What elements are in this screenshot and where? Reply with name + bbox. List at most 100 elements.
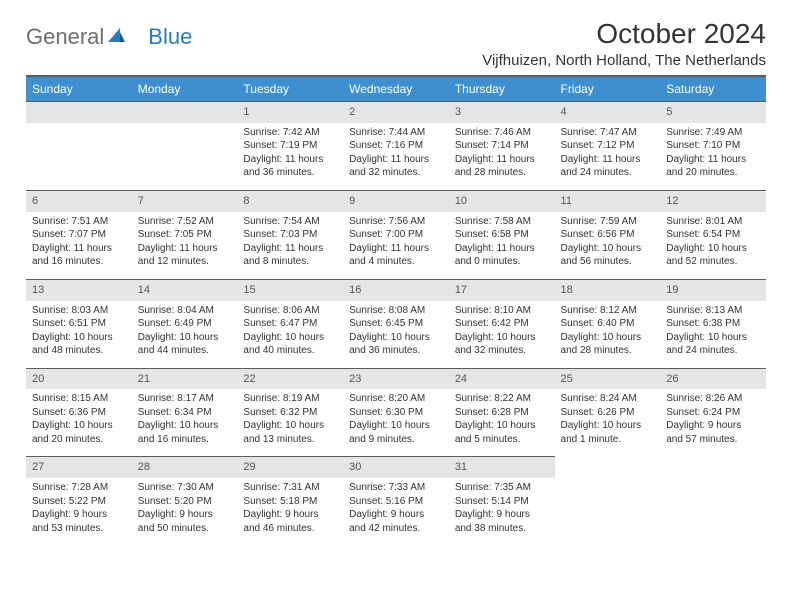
day-body: Sunrise: 8:01 AMSunset: 6:54 PMDaylight:… — [660, 212, 766, 279]
sunset-text: Sunset: 6:24 PM — [666, 406, 760, 420]
day-body: Sunrise: 8:26 AMSunset: 6:24 PMDaylight:… — [660, 389, 766, 456]
daylight-text: Daylight: 10 hours and 9 minutes. — [349, 419, 443, 446]
sunrise-text: Sunrise: 8:13 AM — [666, 304, 760, 318]
calendar-cell: 19Sunrise: 8:13 AMSunset: 6:38 PMDayligh… — [660, 279, 766, 368]
sunrise-text: Sunrise: 8:15 AM — [32, 392, 126, 406]
calendar-cell: 16Sunrise: 8:08 AMSunset: 6:45 PMDayligh… — [343, 279, 449, 368]
day-body: Sunrise: 7:58 AMSunset: 6:58 PMDaylight:… — [449, 212, 555, 279]
day-body: Sunrise: 8:13 AMSunset: 6:38 PMDaylight:… — [660, 301, 766, 368]
day-body: Sunrise: 8:24 AMSunset: 6:26 PMDaylight:… — [555, 389, 661, 456]
day-body: Sunrise: 8:19 AMSunset: 6:32 PMDaylight:… — [237, 389, 343, 456]
calendar-week-row: 20Sunrise: 8:15 AMSunset: 6:36 PMDayligh… — [26, 368, 766, 457]
calendar-cell: 1Sunrise: 7:42 AMSunset: 7:19 PMDaylight… — [237, 101, 343, 190]
calendar-cell — [660, 456, 766, 545]
calendar-cell: 3Sunrise: 7:46 AMSunset: 7:14 PMDaylight… — [449, 101, 555, 190]
daylight-text: Daylight: 10 hours and 20 minutes. — [32, 419, 126, 446]
column-header: Thursday — [449, 77, 555, 101]
day-number: 24 — [449, 368, 555, 390]
sail-icon — [106, 24, 126, 50]
column-header-row: SundayMondayTuesdayWednesdayThursdayFrid… — [26, 77, 766, 101]
sunset-text: Sunset: 6:30 PM — [349, 406, 443, 420]
calendar-cell: 23 Sunrise: 8:20 AMSunset: 6:30 PMDayligh… — [343, 368, 449, 457]
daylight-text: Daylight: 10 hours and 5 minutes. — [455, 419, 549, 446]
day-body: Sunrise: 7:47 AMSunset: 7:12 PMDaylight:… — [555, 123, 661, 190]
calendar-cell: 7Sunrise: 7:52 AMSunset: 7:05 PMDaylight… — [132, 190, 238, 279]
sunset-text: Sunset: 6:54 PM — [666, 228, 760, 242]
sunrise-text: Sunrise: 7:47 AM — [561, 126, 655, 140]
day-body: Sunrise: 7:30 AMSunset: 5:20 PMDaylight:… — [132, 478, 238, 545]
day-number: 28 — [132, 456, 238, 478]
day-number: 20 — [26, 368, 132, 390]
calendar-cell: 22Sunrise: 8:19 AMSunset: 6:32 PMDayligh… — [237, 368, 343, 457]
sunset-text: Sunset: 6:56 PM — [561, 228, 655, 242]
daylight-text: Daylight: 11 hours and 0 minutes. — [455, 242, 549, 269]
brand-logo: General Blue — [26, 18, 192, 50]
daylight-text: Daylight: 10 hours and 32 minutes. — [455, 331, 549, 358]
calendar-cell: 4Sunrise: 7:47 AMSunset: 7:12 PMDaylight… — [555, 101, 661, 190]
calendar-cell: 14Sunrise: 8:04 AMSunset: 6:49 PMDayligh… — [132, 279, 238, 368]
daylight-text: Daylight: 9 hours and 53 minutes. — [32, 508, 126, 535]
brand-part2: Blue — [148, 24, 192, 50]
day-number: 30 — [343, 456, 449, 478]
daylight-text: Daylight: 9 hours and 38 minutes. — [455, 508, 549, 535]
day-number: 15 — [237, 279, 343, 301]
day-body: Sunrise: 8:06 AMSunset: 6:47 PMDaylight:… — [237, 301, 343, 368]
day-number: 16 — [343, 279, 449, 301]
sunset-text: Sunset: 5:20 PM — [138, 495, 232, 509]
sunset-text: Sunset: 7:03 PM — [243, 228, 337, 242]
day-body: Sunrise: 7:33 AMSunset: 5:16 PMDaylight:… — [343, 478, 449, 545]
calendar-cell: 15Sunrise: 8:06 AMSunset: 6:47 PMDayligh… — [237, 279, 343, 368]
calendar-cell: 20Sunrise: 8:15 AMSunset: 6:36 PMDayligh… — [26, 368, 132, 457]
day-number: 9 — [343, 190, 449, 212]
day-number: 5 — [660, 101, 766, 123]
calendar-week-row: 1Sunrise: 7:42 AMSunset: 7:19 PMDaylight… — [26, 101, 766, 190]
sunrise-text: Sunrise: 7:42 AM — [243, 126, 337, 140]
daylight-text: Daylight: 10 hours and 16 minutes. — [138, 419, 232, 446]
day-number: 4 — [555, 101, 661, 123]
title-block: October 2024 Vijfhuizen, North Holland, … — [482, 18, 766, 69]
daylight-text: Daylight: 10 hours and 56 minutes. — [561, 242, 655, 269]
column-header: Tuesday — [237, 77, 343, 101]
calendar-week-row: 27Sunrise: 7:28 AMSunset: 5:22 PMDayligh… — [26, 456, 766, 545]
daylight-text: Daylight: 11 hours and 16 minutes. — [32, 242, 126, 269]
day-body: Sunrise: 8:17 AMSunset: 6:34 PMDaylight:… — [132, 389, 238, 456]
column-header: Monday — [132, 77, 238, 101]
day-body: Sunrise: 7:52 AMSunset: 7:05 PMDaylight:… — [132, 212, 238, 279]
daylight-text: Daylight: 11 hours and 28 minutes. — [455, 153, 549, 180]
day-body: Sunrise: 7:51 AMSunset: 7:07 PMDaylight:… — [26, 212, 132, 279]
day-number: 23 — [343, 368, 449, 390]
location-text: Vijfhuizen, North Holland, The Netherlan… — [482, 52, 766, 69]
day-body: Sunrise: 7:59 AMSunset: 6:56 PMDaylight:… — [555, 212, 661, 279]
daylight-text: Daylight: 10 hours and 48 minutes. — [32, 331, 126, 358]
calendar-cell: 5Sunrise: 7:49 AMSunset: 7:10 PMDaylight… — [660, 101, 766, 190]
daylight-text: Daylight: 11 hours and 32 minutes. — [349, 153, 443, 180]
sunrise-text: Sunrise: 8:20 AM — [349, 392, 443, 406]
calendar-cell: 6Sunrise: 7:51 AMSunset: 7:07 PMDaylight… — [26, 190, 132, 279]
daylight-text: Daylight: 10 hours and 52 minutes. — [666, 242, 760, 269]
calendar-cell: 17Sunrise: 8:10 AMSunset: 6:42 PMDayligh… — [449, 279, 555, 368]
day-number: 14 — [132, 279, 238, 301]
calendar-cell: 12Sunrise: 8:01 AMSunset: 6:54 PMDayligh… — [660, 190, 766, 279]
day-number: 27 — [26, 456, 132, 478]
calendar-cell: 11Sunrise: 7:59 AMSunset: 6:56 PMDayligh… — [555, 190, 661, 279]
calendar-cell: 8Sunrise: 7:54 AMSunset: 7:03 PMDaylight… — [237, 190, 343, 279]
daylight-text: Daylight: 9 hours and 50 minutes. — [138, 508, 232, 535]
day-number: 7 — [132, 190, 238, 212]
daylight-text: Daylight: 11 hours and 24 minutes. — [561, 153, 655, 180]
sunrise-text: Sunrise: 7:49 AM — [666, 126, 760, 140]
sunrise-text: Sunrise: 7:33 AM — [349, 481, 443, 495]
day-body: Sunrise: 7:35 AMSunset: 5:14 PMDaylight:… — [449, 478, 555, 545]
sunrise-text: Sunrise: 7:58 AM — [455, 215, 549, 229]
sunset-text: Sunset: 7:10 PM — [666, 139, 760, 153]
day-number: 22 — [237, 368, 343, 390]
day-body: Sunrise: 8:22 AMSunset: 6:28 PMDaylight:… — [449, 389, 555, 456]
sunset-text: Sunset: 7:14 PM — [455, 139, 549, 153]
calendar-cell: 2Sunrise: 7:44 AMSunset: 7:16 PMDaylight… — [343, 101, 449, 190]
calendar-cell — [26, 101, 132, 190]
calendar-cell: 9Sunrise: 7:56 AMSunset: 7:00 PMDaylight… — [343, 190, 449, 279]
daylight-text: Daylight: 10 hours and 28 minutes. — [561, 331, 655, 358]
calendar-cell: 26Sunrise: 8:26 AMSunset: 6:24 PMDayligh… — [660, 368, 766, 457]
sunset-text: Sunset: 7:16 PM — [349, 139, 443, 153]
day-number: 8 — [237, 190, 343, 212]
day-number: 31 — [449, 456, 555, 478]
